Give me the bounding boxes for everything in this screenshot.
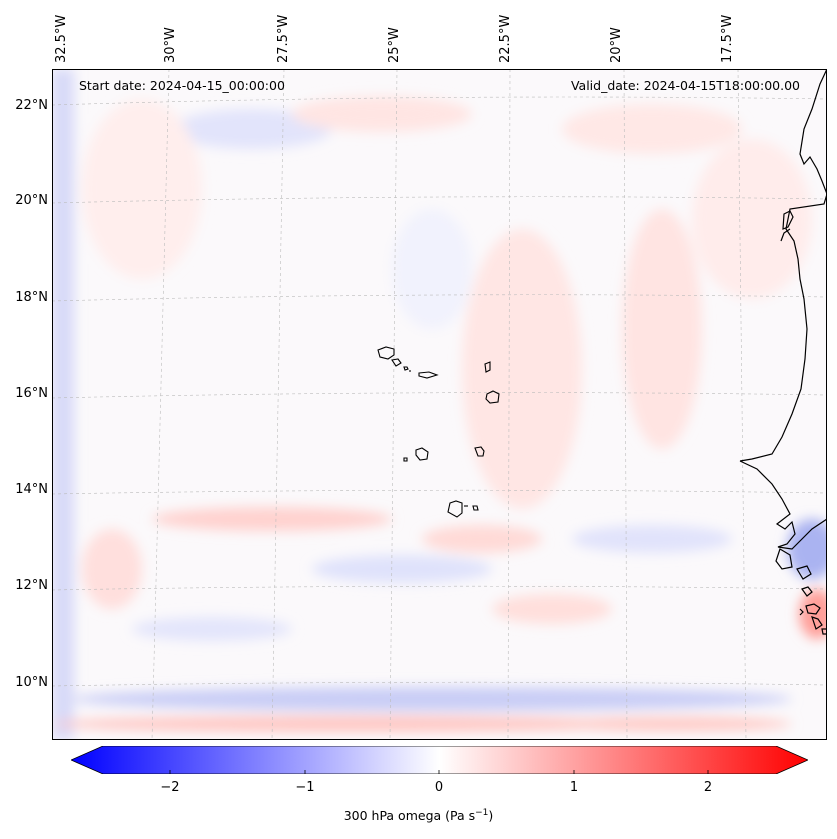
colorbar [71, 746, 808, 774]
colorbar-title-prefix: 300 hPa omega (Pa s [343, 808, 476, 824]
lon-label-22-5w: 22.5°W [498, 14, 513, 63]
colorbar-title-suffix: ) [488, 808, 494, 824]
lat-label-12n: 12°N [15, 578, 48, 593]
cbar-tick-minus2: −2 [160, 780, 180, 795]
lon-label-27-5w: 27.5°W [276, 14, 291, 63]
map-panel [52, 69, 827, 740]
lat-label-10n: 10°N [15, 675, 48, 690]
map-border [52, 69, 827, 740]
lat-label-22n: 22°N [15, 98, 48, 113]
colorbar-title: 300 hPa omega (Pa s−1) [0, 808, 837, 823]
cbar-tick-1: 1 [569, 780, 579, 795]
graticule [52, 69, 827, 740]
cape-verde-islands [377, 346, 500, 518]
colorbar-title-exponent: −1 [475, 808, 489, 818]
omega-field-map [52, 69, 827, 740]
cbar-tick-minus1: −1 [295, 780, 315, 795]
valid-date-label: Valid_date: 2024-04-15T18:00:00.00 [570, 78, 800, 93]
lon-label-17-5w: 17.5°W [720, 14, 735, 63]
lat-label-14n: 14°N [15, 482, 48, 497]
cbar-tick-2: 2 [703, 780, 713, 795]
lat-label-20n: 20°N [15, 193, 48, 208]
colorbar-gradient [71, 746, 808, 774]
start-date-label: Start date: 2024-04-15_00:00:00 [79, 78, 285, 93]
lon-label-32-5w: 32.5°W [54, 14, 69, 63]
lat-label-18n: 18°N [15, 290, 48, 305]
lon-label-30w: 30°W [163, 27, 178, 63]
lat-label-16n: 16°N [15, 386, 48, 401]
lon-label-25w: 25°W [387, 27, 402, 63]
lon-label-20w: 20°W [609, 27, 624, 63]
africa-coastline [739, 69, 827, 635]
cbar-tick-0: 0 [434, 780, 444, 795]
